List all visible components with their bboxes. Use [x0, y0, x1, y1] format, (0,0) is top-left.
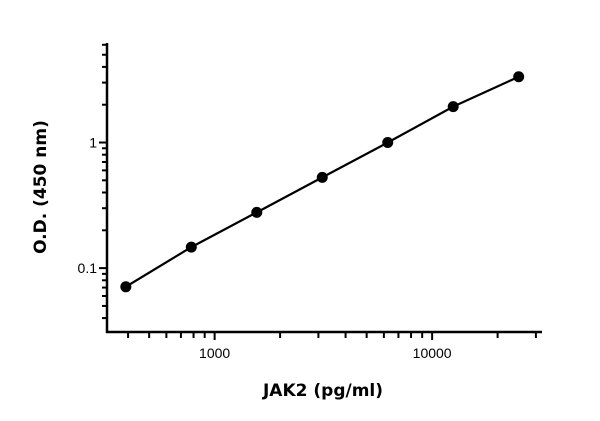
y-tick-label: 0.1 [78, 260, 98, 276]
data-point [382, 137, 394, 149]
y-tick-label: 1 [89, 135, 97, 151]
data-point [513, 71, 525, 83]
data-point [316, 171, 328, 183]
ticks [99, 43, 537, 340]
x-tick-label: 1000 [199, 345, 230, 361]
y-axis-title: O.D. (450 nm) [31, 120, 51, 254]
data-point [120, 281, 132, 293]
data-point [251, 206, 263, 218]
x-tick-label: 10000 [413, 345, 452, 361]
data-point [447, 101, 459, 113]
x-axis-title: JAK2 (pg/ml) [262, 381, 383, 401]
tick-labels: 1000 10000 0.1 1 [78, 135, 452, 361]
data-point [185, 241, 197, 253]
series [120, 71, 525, 293]
